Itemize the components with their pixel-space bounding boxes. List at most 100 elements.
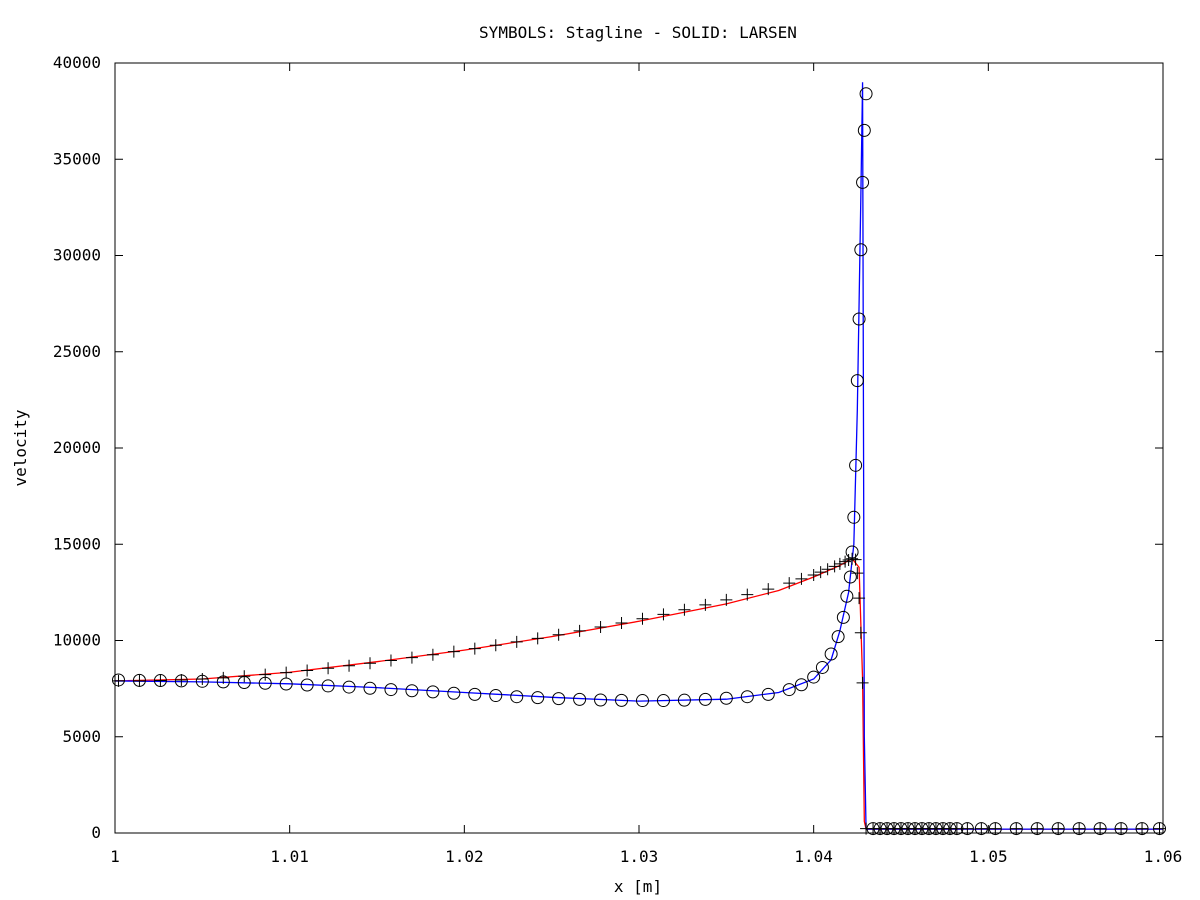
data-point-plus xyxy=(531,632,544,645)
data-point-plus xyxy=(112,674,125,687)
y-tick-label: 20000 xyxy=(53,438,101,457)
data-point-plus xyxy=(853,592,866,605)
data-point-plus xyxy=(821,563,834,576)
x-tick-label: 1.03 xyxy=(620,847,659,866)
data-point-plus xyxy=(343,659,356,672)
x-tick-label: 1 xyxy=(110,847,120,866)
data-point-circle xyxy=(300,678,314,692)
data-point-plus xyxy=(839,555,852,568)
data-point-circle xyxy=(840,589,854,603)
data-point-plus xyxy=(720,593,733,606)
data-point-circle xyxy=(342,680,356,694)
data-point-plus xyxy=(280,666,293,679)
data-point-plus xyxy=(741,588,754,601)
data-point-circle xyxy=(740,690,754,704)
data-point-circle xyxy=(656,694,670,708)
data-point-circle xyxy=(405,684,419,698)
data-point-plus xyxy=(217,671,230,684)
data-point-plus xyxy=(322,662,335,675)
data-point-plus xyxy=(364,657,377,670)
data-point-circle xyxy=(489,689,503,703)
x-tick-label: 1.04 xyxy=(794,847,833,866)
y-tick-label: 30000 xyxy=(53,246,101,265)
data-point-plus xyxy=(573,624,586,637)
data-point-circle xyxy=(843,570,857,584)
data-point-plus xyxy=(384,654,397,667)
data-point-circle xyxy=(836,610,850,624)
data-point-circle xyxy=(719,691,733,705)
data-point-circle xyxy=(363,681,377,695)
data-point-plus xyxy=(154,674,167,687)
data-point-plus xyxy=(615,616,628,629)
data-point-plus xyxy=(678,603,691,616)
y-axis-label: velocity xyxy=(11,409,30,486)
series-line-1 xyxy=(114,82,1163,830)
data-point-plus xyxy=(851,567,864,580)
data-point-plus xyxy=(828,560,841,573)
data-point-circle xyxy=(321,679,335,693)
data-point-plus xyxy=(426,648,439,661)
data-point-circle xyxy=(852,312,866,326)
x-tick-label: 1.01 xyxy=(270,847,309,866)
y-tick-label: 0 xyxy=(91,823,101,842)
data-point-plus xyxy=(405,651,418,664)
data-point-circle xyxy=(531,691,545,705)
y-tick-label: 10000 xyxy=(53,631,101,650)
x-tick-label: 1.06 xyxy=(1144,847,1183,866)
data-point-plus xyxy=(657,608,670,621)
data-point-circle xyxy=(761,687,775,701)
data-point-circle xyxy=(850,374,864,388)
data-point-plus xyxy=(783,577,796,590)
data-point-circle xyxy=(815,660,829,674)
data-point-circle xyxy=(847,510,861,524)
data-point-plus xyxy=(636,612,649,625)
axes: 1 1.01 1.02 1.03 1.04 1.05 1.06 0 5000 10000 15000… xyxy=(53,53,1182,866)
y-tick-label: 40000 xyxy=(53,53,101,72)
data-point-plus xyxy=(510,635,523,648)
data-point-plus xyxy=(301,664,314,677)
data-point-circle xyxy=(615,693,629,707)
x-tick-label: 1.05 xyxy=(969,847,1008,866)
data-point-circle xyxy=(573,692,587,706)
data-point-plus xyxy=(699,598,712,611)
plot-frame xyxy=(114,62,1164,834)
data-point-plus xyxy=(856,676,869,689)
x-axis-label: x [m] xyxy=(614,877,662,896)
y-tick-label: 15000 xyxy=(53,534,101,553)
data-point-circle xyxy=(698,692,712,706)
x-tick-label: 1.02 xyxy=(445,847,484,866)
data-point-circle xyxy=(426,685,440,699)
y-tick-label: 35000 xyxy=(53,149,101,168)
data-point-plus xyxy=(594,621,607,634)
data-point-circle xyxy=(831,630,845,644)
data-point-plus xyxy=(833,557,846,570)
data-point-circle xyxy=(447,686,461,700)
data-point-plus xyxy=(238,670,251,683)
data-point-plus xyxy=(552,628,565,641)
plot-area xyxy=(111,82,1167,836)
data-point-plus xyxy=(447,645,460,658)
data-point-circle xyxy=(594,693,608,707)
data-point-plus xyxy=(814,566,827,579)
data-point-circle xyxy=(854,243,868,257)
data-point-circle xyxy=(635,694,649,708)
data-point-circle xyxy=(824,647,838,661)
data-point-plus xyxy=(133,674,146,687)
y-tick-label: 5000 xyxy=(62,727,101,746)
data-point-plus xyxy=(259,668,272,681)
data-point-circle xyxy=(782,683,796,697)
data-point-plus xyxy=(196,673,209,685)
data-point-circle xyxy=(856,175,870,189)
data-point-circle xyxy=(677,693,691,707)
data-point-circle xyxy=(384,683,398,697)
data-point-circle xyxy=(857,123,871,137)
data-point-plus xyxy=(795,572,808,585)
data-point-plus xyxy=(854,626,867,639)
data-point-plus xyxy=(175,673,188,686)
series-line-0 xyxy=(114,557,1163,830)
data-point-plus xyxy=(849,553,862,566)
data-point-circle xyxy=(859,87,873,101)
data-point-circle xyxy=(468,687,482,701)
data-point-plus xyxy=(468,642,481,655)
